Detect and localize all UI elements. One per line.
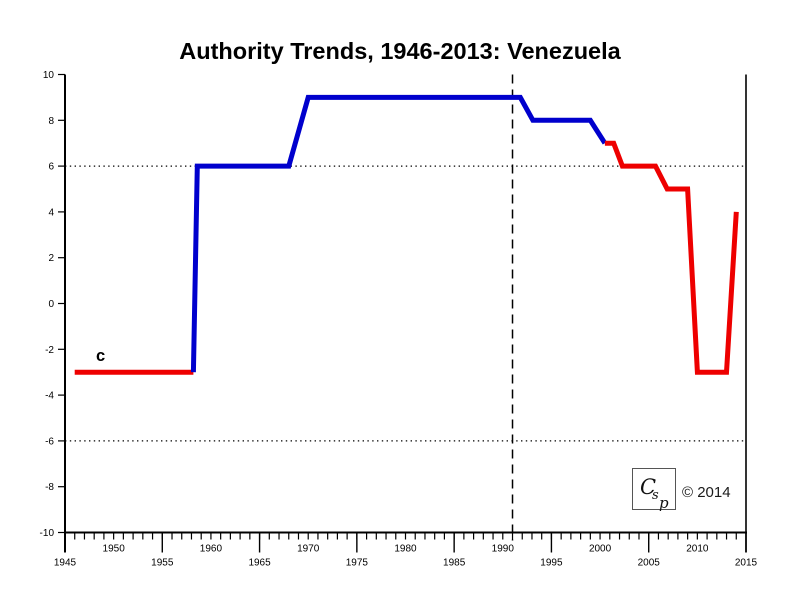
x-label-1950: 1950 [103, 544, 126, 555]
y-tick-label--8: -8 [45, 482, 54, 493]
y-tick-label-8: 8 [48, 116, 54, 127]
chart-title: Authority Trends, 1946-2013: Venezuela [179, 38, 621, 64]
csp-logo-letter-s: s [652, 488, 659, 503]
x-label-1965: 1965 [248, 558, 271, 569]
data-series-layer [74, 94, 739, 375]
tick-labels-layer: 10 8 6 4 2 0 -2 -4 -6 -8 -10 1950 1960 1970 1980 1990 20… [40, 70, 758, 569]
y-tick-label-0: 0 [48, 299, 54, 310]
y-tick-label--10: -10 [40, 528, 55, 539]
dotted-gridlines [65, 165, 746, 442]
x-label-1955: 1955 [151, 558, 174, 569]
series-autocratic-period-late [604, 140, 739, 375]
y-tick-label-10: 10 [43, 70, 55, 81]
y-tick-label-6: 6 [48, 162, 54, 173]
x-label-1970: 1970 [297, 544, 320, 555]
y-tick-label--6: -6 [45, 436, 54, 447]
csp-logo-letter-c: C [640, 475, 656, 499]
x-label-1960: 1960 [200, 544, 223, 555]
series-democratic-period [190, 94, 608, 373]
x-label-1995: 1995 [540, 558, 563, 569]
x-label-1985: 1985 [443, 558, 466, 569]
x-label-2005: 2005 [638, 558, 661, 569]
x-label-2015: 2015 [735, 558, 758, 569]
csp-logo-letter-p: p [659, 494, 669, 512]
y-tick-label-2: 2 [48, 253, 54, 264]
x-label-1980: 1980 [394, 544, 417, 555]
y-tick-label--4: -4 [45, 391, 54, 402]
y-tick-label--2: -2 [45, 345, 54, 356]
coup-annotation-label: c [96, 347, 105, 365]
copyright-text: © 2014 [682, 484, 731, 501]
x-label-1945: 1945 [54, 558, 77, 569]
csp-logo-box [632, 468, 676, 510]
x-label-1975: 1975 [346, 558, 369, 569]
x-label-2010: 2010 [686, 544, 709, 555]
y-tick-label-4: 4 [48, 207, 54, 218]
x-label-2000: 2000 [589, 544, 612, 555]
csp-logo: C s p [632, 468, 676, 512]
x-label-1990: 1990 [492, 544, 515, 555]
